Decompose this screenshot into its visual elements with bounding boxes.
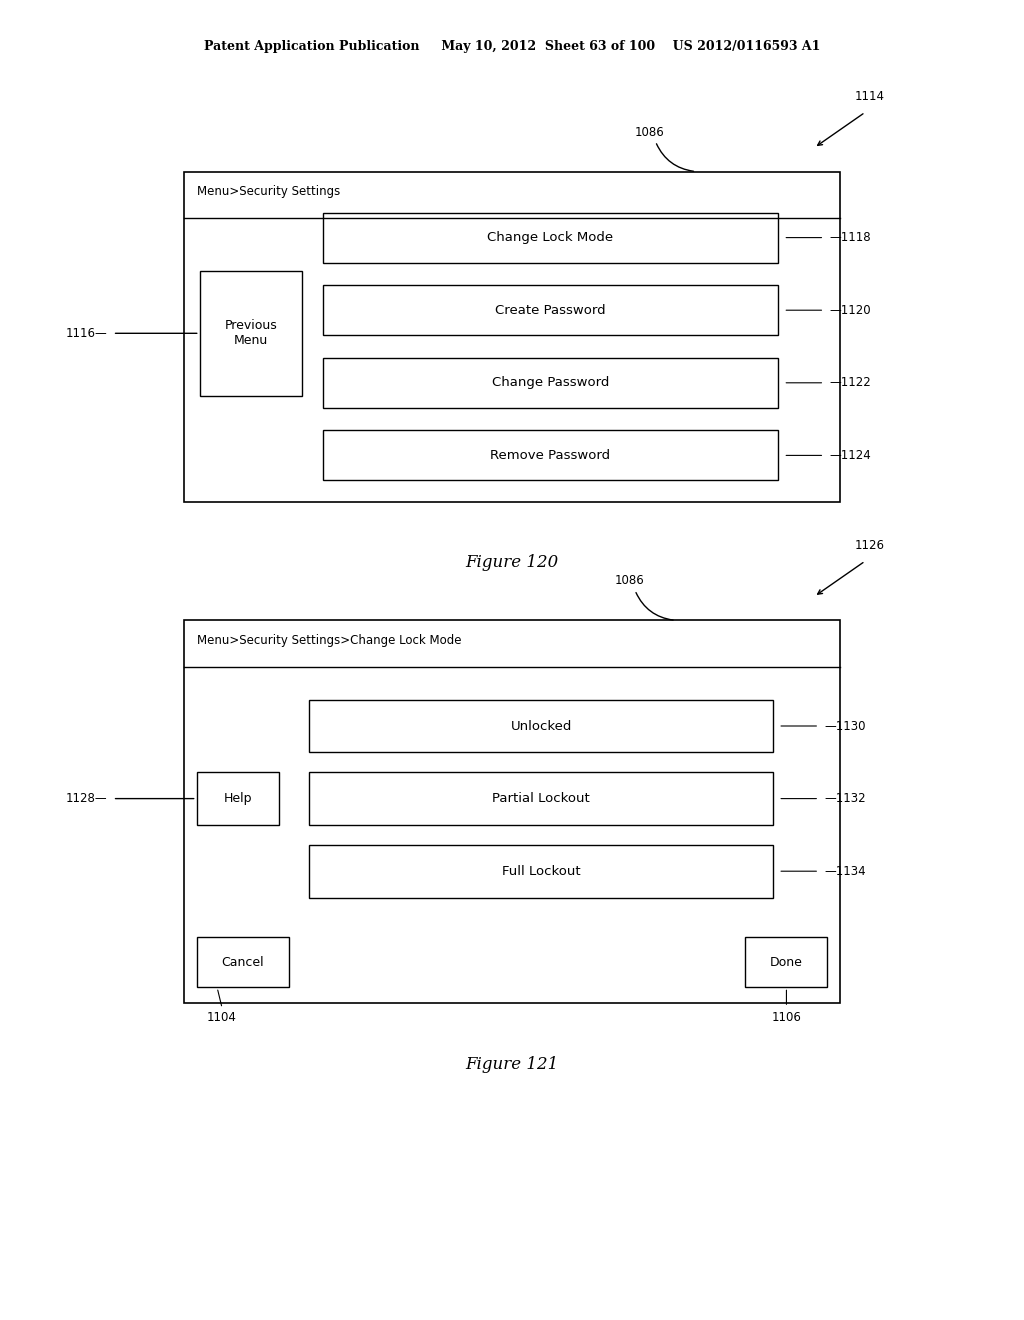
Text: —1118: —1118 bbox=[829, 231, 871, 244]
FancyBboxPatch shape bbox=[323, 285, 778, 335]
FancyBboxPatch shape bbox=[323, 430, 778, 480]
Text: Full Lockout: Full Lockout bbox=[502, 865, 581, 878]
Text: Patent Application Publication     May 10, 2012  Sheet 63 of 100    US 2012/0116: Patent Application Publication May 10, 2… bbox=[204, 40, 820, 53]
Text: 1086: 1086 bbox=[635, 125, 665, 139]
Text: Figure 120: Figure 120 bbox=[465, 554, 559, 572]
Text: —1134: —1134 bbox=[824, 865, 866, 878]
Text: Change Password: Change Password bbox=[492, 376, 609, 389]
Text: 1086: 1086 bbox=[614, 574, 644, 587]
Text: —1132: —1132 bbox=[824, 792, 866, 805]
FancyBboxPatch shape bbox=[184, 620, 840, 1003]
FancyBboxPatch shape bbox=[323, 213, 778, 263]
Text: Help: Help bbox=[223, 792, 252, 805]
Text: Previous
Menu: Previous Menu bbox=[224, 319, 278, 347]
Text: Create Password: Create Password bbox=[495, 304, 606, 317]
FancyBboxPatch shape bbox=[309, 772, 773, 825]
Text: 1106: 1106 bbox=[771, 1011, 802, 1024]
Text: Cancel: Cancel bbox=[221, 956, 264, 969]
FancyBboxPatch shape bbox=[323, 358, 778, 408]
Text: Done: Done bbox=[770, 956, 803, 969]
FancyBboxPatch shape bbox=[309, 700, 773, 752]
Text: Menu>Security Settings>Change Lock Mode: Menu>Security Settings>Change Lock Mode bbox=[197, 634, 461, 647]
Text: 1114: 1114 bbox=[855, 90, 885, 103]
Text: —1122: —1122 bbox=[829, 376, 871, 389]
Text: —1120: —1120 bbox=[829, 304, 871, 317]
Text: Menu>Security Settings: Menu>Security Settings bbox=[197, 185, 340, 198]
Text: —1130: —1130 bbox=[824, 719, 866, 733]
Text: 1128—: 1128— bbox=[66, 792, 108, 805]
Text: Change Lock Mode: Change Lock Mode bbox=[487, 231, 613, 244]
Text: 1126: 1126 bbox=[855, 539, 885, 552]
Text: Unlocked: Unlocked bbox=[511, 719, 571, 733]
Text: 1116—: 1116— bbox=[66, 327, 108, 339]
Text: —1124: —1124 bbox=[829, 449, 871, 462]
Text: Figure 121: Figure 121 bbox=[465, 1056, 559, 1073]
FancyBboxPatch shape bbox=[197, 937, 289, 987]
FancyBboxPatch shape bbox=[309, 845, 773, 898]
Text: 1104: 1104 bbox=[207, 1011, 237, 1024]
FancyBboxPatch shape bbox=[200, 271, 302, 396]
FancyBboxPatch shape bbox=[197, 772, 279, 825]
Text: Remove Password: Remove Password bbox=[490, 449, 610, 462]
FancyBboxPatch shape bbox=[745, 937, 827, 987]
Text: Partial Lockout: Partial Lockout bbox=[493, 792, 590, 805]
FancyBboxPatch shape bbox=[184, 172, 840, 502]
